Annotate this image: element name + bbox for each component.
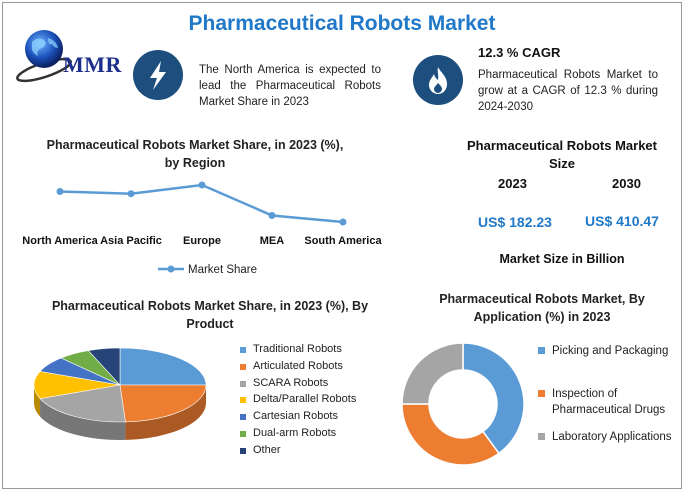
product-slice-side-1 (125, 385, 206, 440)
product-legend-swatch-4 (240, 414, 246, 421)
application-legend-item-2: Laboratory Applications (538, 429, 673, 445)
product-legend-label-2: SCARA Robots (253, 376, 329, 389)
product-legend-label-1: Articulated Robots (253, 359, 343, 372)
line-legend: Market Share (158, 264, 257, 276)
product-legend-swatch-6 (240, 447, 246, 454)
application-legend-label-1: Inspection of Pharmaceutical Drugs (552, 388, 666, 416)
market-value-2023: US$ 182.23 (478, 214, 552, 230)
region-point-0 (56, 188, 64, 196)
application-slice-2 (401, 342, 464, 405)
product-legend-item-1: Articulated Robots (240, 360, 343, 372)
product-slice-0 (119, 347, 207, 386)
lightning-bolt-icon (133, 50, 183, 100)
application-chart-title: Pharmaceutical Robots Market, By Applica… (439, 292, 645, 324)
north-america-text: The North America is expected to lead th… (199, 64, 381, 108)
product-legend-item-0: Traditional Robots (240, 343, 342, 355)
application-slice-0 (462, 342, 525, 455)
product-slice-6 (87, 347, 121, 386)
year-2030: 2030 (612, 176, 641, 191)
product-legend-swatch-3 (240, 397, 246, 404)
application-legend-label-2: Laboratory Applications (552, 431, 672, 443)
market-size-caption: Market Size in Billion (499, 252, 625, 266)
application-legend-swatch-2 (538, 433, 545, 440)
product-legend-item-6: Other (240, 444, 281, 456)
product-legend-swatch-0 (240, 347, 246, 353)
product-slice-side-3 (34, 385, 41, 417)
product-slice-3 (33, 371, 121, 399)
region-category-label-0: North America (22, 235, 98, 247)
region-line-chart: North America Asia Pacific Europe MEA South … (22, 181, 382, 276)
region-point-3 (268, 211, 276, 219)
line-legend-label: Market Share (188, 264, 257, 276)
region-point-4 (339, 218, 347, 226)
product-legend-swatch-2 (240, 380, 246, 387)
year-2023: 2023 (498, 176, 527, 191)
product-legend-swatch-1 (240, 363, 246, 370)
application-legend-label-0: Picking and Packaging (552, 345, 669, 357)
region-category-label-4: South America (304, 235, 382, 247)
application-legend-item-1: Inspection of Pharmaceutical Drugs (538, 386, 673, 418)
product-legend-item-5: Dual-arm Robots (240, 427, 336, 439)
logo-text: MMR (63, 52, 122, 77)
region-point-2 (198, 181, 206, 189)
product-legend-label-4: Cartesian Robots (253, 410, 338, 423)
product-legend-label-5: Dual-arm Robots (253, 427, 337, 439)
product-slice-2 (39, 384, 126, 423)
market-value-2030: US$ 410.47 (585, 213, 659, 229)
product-slice-side-2 (40, 398, 126, 440)
product-legend-swatch-5 (240, 431, 246, 437)
application-legend-swatch-1 (538, 390, 545, 397)
product-legend-item-3: Delta/Parallel Robots (240, 393, 356, 405)
mmr-logo (14, 24, 124, 84)
region-chart-title: Pharmaceutical Robots Market Share, in 2… (46, 138, 344, 170)
region-category-label-3: MEA (260, 235, 285, 247)
cagr-text: Pharmaceutical Robots Market to grow at … (478, 69, 658, 113)
product-legend-label-3: Delta/Parallel Robots (253, 393, 357, 406)
product-legend-label-0: Traditional Robots (253, 343, 342, 355)
globe-icon (16, 30, 72, 83)
product-slice-1 (119, 384, 207, 423)
page-title: Pharmaceutical Robots Market (188, 12, 496, 35)
cagr-title: 12.3 % CAGR (478, 45, 561, 60)
region-point-1 (127, 190, 135, 198)
application-legend-swatch-0 (538, 347, 545, 354)
region-category-label-2: Europe (183, 235, 221, 247)
flame-icon (413, 55, 463, 105)
product-legend-item-4: Cartesian Robots (240, 410, 338, 422)
market-size-title: Pharmaceutical Robots Market Size (466, 138, 657, 171)
product-legend-label-6: Other (253, 443, 281, 456)
application-legend-item-0: Picking and Packaging (538, 343, 673, 359)
product-chart-title: Pharmaceutical Robots Market Share, in 2… (51, 299, 369, 331)
product-legend-item-2: SCARA Robots (240, 377, 328, 389)
application-slice-1 (401, 403, 500, 466)
region-category-label-1: Asia Pacific (100, 235, 162, 247)
